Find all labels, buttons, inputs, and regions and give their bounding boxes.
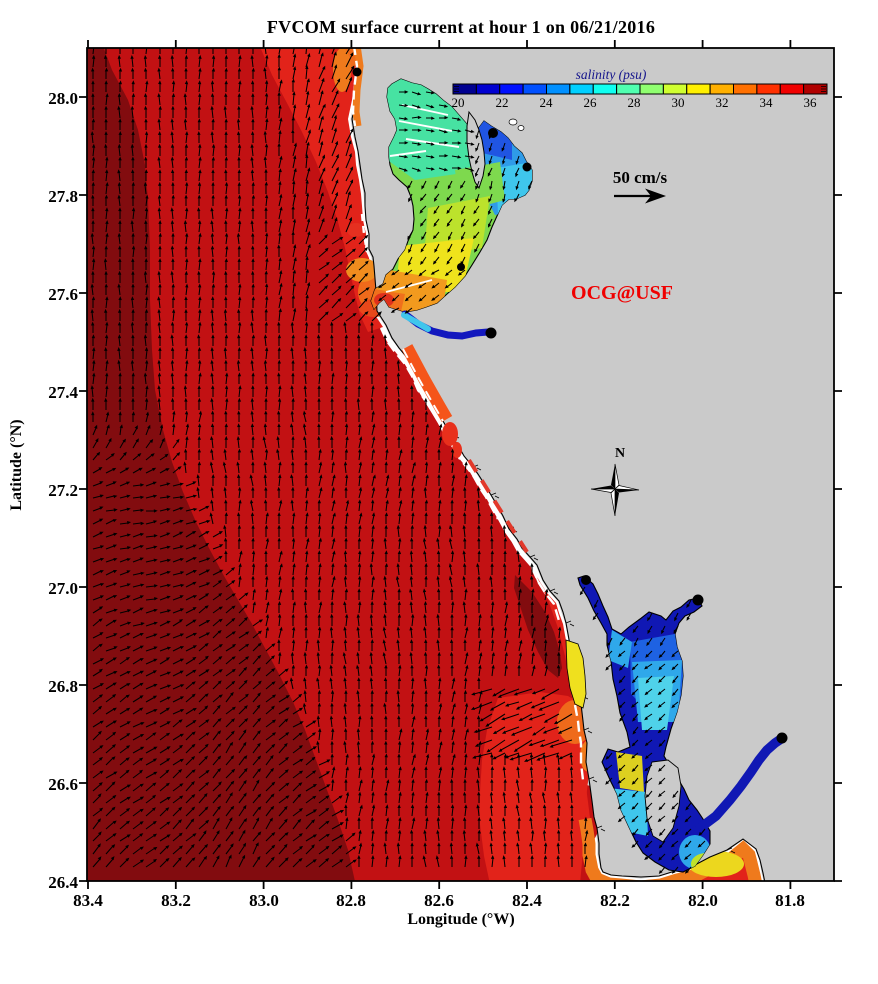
svg-text:82.0: 82.0: [688, 891, 718, 910]
svg-text:82.6: 82.6: [424, 891, 454, 910]
svg-text:26.6: 26.6: [48, 775, 78, 794]
svg-text:27.4: 27.4: [48, 383, 78, 402]
svg-text:26: 26: [584, 95, 598, 110]
svg-text:83.0: 83.0: [249, 891, 279, 910]
svg-text:FVCOM surface current at hour: FVCOM surface current at hour 1 on 06/21…: [267, 17, 655, 37]
svg-text:34: 34: [760, 95, 774, 110]
svg-text:22: 22: [496, 95, 509, 110]
svg-text:24: 24: [540, 95, 554, 110]
svg-text:Longitude (°W): Longitude (°W): [407, 911, 514, 928]
svg-text:32: 32: [716, 95, 729, 110]
svg-text:30: 30: [672, 95, 685, 110]
svg-text:OCG@USF: OCG@USF: [571, 282, 673, 304]
svg-text:26.4: 26.4: [48, 873, 78, 892]
svg-text:27.6: 27.6: [48, 285, 78, 304]
svg-text:81.8: 81.8: [775, 891, 805, 910]
svg-text:27.2: 27.2: [48, 481, 78, 500]
svg-text:26.8: 26.8: [48, 677, 78, 696]
svg-text:36: 36: [804, 95, 818, 110]
svg-text:82.4: 82.4: [512, 891, 542, 910]
svg-text:27.8: 27.8: [48, 187, 78, 206]
svg-text:83.2: 83.2: [161, 891, 191, 910]
svg-text:28: 28: [628, 95, 641, 110]
svg-text:50 cm/s: 50 cm/s: [613, 168, 668, 187]
svg-text:27.0: 27.0: [48, 579, 78, 598]
svg-text:82.2: 82.2: [600, 891, 630, 910]
svg-text:82.8: 82.8: [336, 891, 366, 910]
svg-text:N: N: [615, 446, 625, 461]
svg-text:20: 20: [452, 95, 465, 110]
svg-text:83.4: 83.4: [73, 891, 103, 910]
svg-text:Latitude (°N): Latitude (°N): [8, 419, 25, 510]
svg-text:28.0: 28.0: [48, 89, 78, 108]
svg-text:salinity (psu): salinity (psu): [576, 67, 647, 82]
